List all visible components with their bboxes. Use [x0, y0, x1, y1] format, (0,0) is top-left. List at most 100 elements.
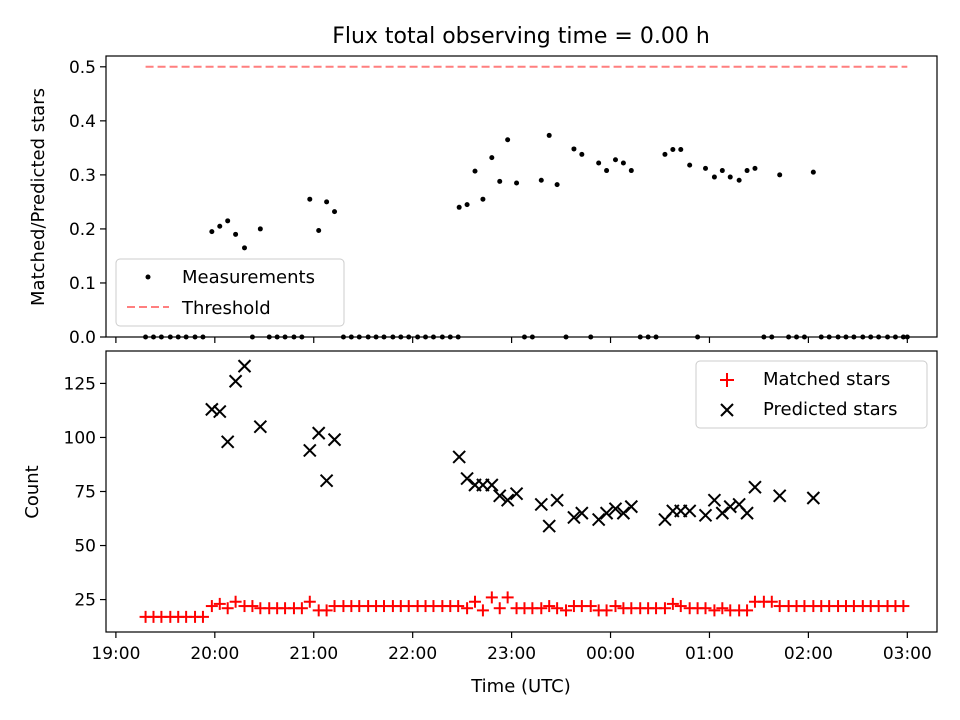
predicted-stars-point	[591, 512, 606, 527]
y-tick-label: 0.2	[69, 220, 96, 240]
bottom-data-layer	[139, 359, 910, 623]
y-tick-label: 0.0	[69, 328, 96, 348]
matched-stars-point	[485, 591, 498, 604]
top-panel: 0.0 0.1 0.2 0.3 0.4 0.5 Matched/Predicted sta…	[28, 55, 938, 348]
measurement-point	[242, 245, 247, 251]
predicted-stars-point	[616, 506, 631, 520]
top-legend: Measurements Threshold	[115, 258, 345, 327]
x-tick-label: 02:00	[784, 644, 833, 664]
measurement-point	[596, 160, 602, 166]
measurement-point	[489, 155, 495, 161]
matched-stars-point	[666, 597, 679, 610]
predicted-stars-point	[608, 502, 623, 516]
predicted-stars-point	[213, 404, 227, 419]
measurement-point	[464, 202, 470, 208]
y-tick-label: 0.5	[69, 58, 96, 78]
matched-stars-point	[320, 604, 333, 617]
measurement-point	[670, 146, 676, 152]
measurement-point	[571, 146, 577, 152]
matched-stars-point	[295, 602, 308, 615]
x-tick-label: 20:00	[190, 644, 239, 664]
measurement-point	[546, 132, 552, 138]
predicted-stars-point	[542, 519, 556, 533]
predicted-stars-point	[319, 473, 334, 488]
bottom-legend: Matched stars Predicted stars	[695, 360, 928, 429]
bottom-y-axis-label: Count	[22, 465, 43, 518]
y-tick-label: 75	[74, 483, 96, 503]
measurement-point	[225, 218, 231, 224]
measurement-point	[711, 174, 717, 180]
matched-stars-point	[765, 595, 778, 608]
measurement-point	[727, 174, 733, 180]
predicted-stars-point	[228, 374, 243, 388]
top-y-ticks: 0.0 0.1 0.2 0.3 0.4 0.5	[69, 58, 106, 348]
predicted-stars-point	[452, 450, 466, 464]
measurement-point	[687, 162, 693, 168]
matched-stars-point	[716, 602, 729, 615]
matched-stars-point	[674, 600, 687, 613]
measurement-point	[554, 182, 560, 188]
y-tick-label: 50	[74, 537, 96, 557]
y-tick-label: 100	[64, 428, 96, 448]
measurement-point	[505, 137, 511, 143]
predicted-stars-point	[575, 506, 589, 520]
bottom-x-ticks: 19:00 20:00 21:00 22:00 23:00 00:00 01:00 02:00…	[91, 632, 932, 664]
predicted-stars-point	[509, 486, 524, 501]
top-axes-frame	[105, 55, 938, 338]
matched-stars-point	[897, 600, 910, 613]
matched-stars-point	[246, 600, 259, 613]
predicted-stars-point	[599, 506, 614, 520]
matched-stars-point	[221, 602, 234, 615]
predicted-stars-point	[303, 443, 317, 458]
bottom-panel: 25 50 75 100 125 19:00 20:00 21:00 22:00 23:00 00…	[22, 350, 938, 697]
legend-matched-label: Matched stars	[763, 369, 890, 390]
top-x-ticks	[115, 337, 908, 343]
predicted-stars-point	[748, 480, 762, 494]
predicted-stars-point	[493, 489, 507, 503]
matched-stars-point	[461, 602, 474, 615]
matched-stars-point	[708, 604, 721, 617]
x-tick-label: 01:00	[685, 644, 734, 664]
matched-stars-point	[476, 604, 489, 617]
measurement-point	[307, 196, 313, 202]
bottom-y-ticks: 25 50 75 100 125	[64, 374, 106, 611]
predicted-stars-point	[740, 506, 754, 520]
top-legend-box	[115, 258, 345, 327]
y-tick-label: 25	[74, 591, 96, 611]
matched-stars-point	[609, 600, 622, 613]
measurement-point	[662, 151, 668, 157]
measurement-point	[678, 146, 684, 152]
matched-stars-point	[501, 591, 514, 604]
predicted-stars-point	[205, 402, 219, 417]
legend-threshold-label: Threshold	[181, 298, 271, 319]
x-tick-label: 22:00	[388, 644, 437, 664]
matched-stars-point	[535, 602, 548, 615]
y-tick-label: 0.4	[69, 112, 96, 132]
matched-stars-point	[699, 602, 712, 615]
predicted-stars-point	[698, 508, 713, 522]
measurement-point	[810, 169, 816, 175]
measurement-point	[579, 151, 585, 157]
measurement-point	[514, 180, 520, 186]
matched-stars-point	[493, 602, 506, 615]
predicted-stars-point	[534, 497, 548, 512]
measurement-point	[719, 168, 725, 174]
top-y-axis-label: Matched/Predicted stars	[28, 88, 49, 306]
matched-stars-point	[658, 602, 671, 615]
measurement-point	[332, 209, 338, 215]
measurement-point	[777, 172, 783, 178]
legend-measurements-label: Measurements	[182, 267, 315, 288]
measurement-point	[324, 199, 330, 205]
measurement-point	[620, 160, 626, 166]
x-tick-label: 19:00	[91, 644, 140, 664]
matched-stars-point	[229, 595, 242, 608]
measurement-point	[703, 165, 709, 171]
matched-stars-point	[584, 600, 597, 613]
matched-stars-point	[452, 600, 465, 613]
predicted-stars-point	[550, 493, 564, 507]
measurement-point	[217, 223, 223, 229]
matched-stars-point	[469, 595, 482, 608]
legend-predicted-marker	[720, 403, 734, 417]
chart-title: Flux total observing time = 0.00 h	[332, 24, 710, 49]
